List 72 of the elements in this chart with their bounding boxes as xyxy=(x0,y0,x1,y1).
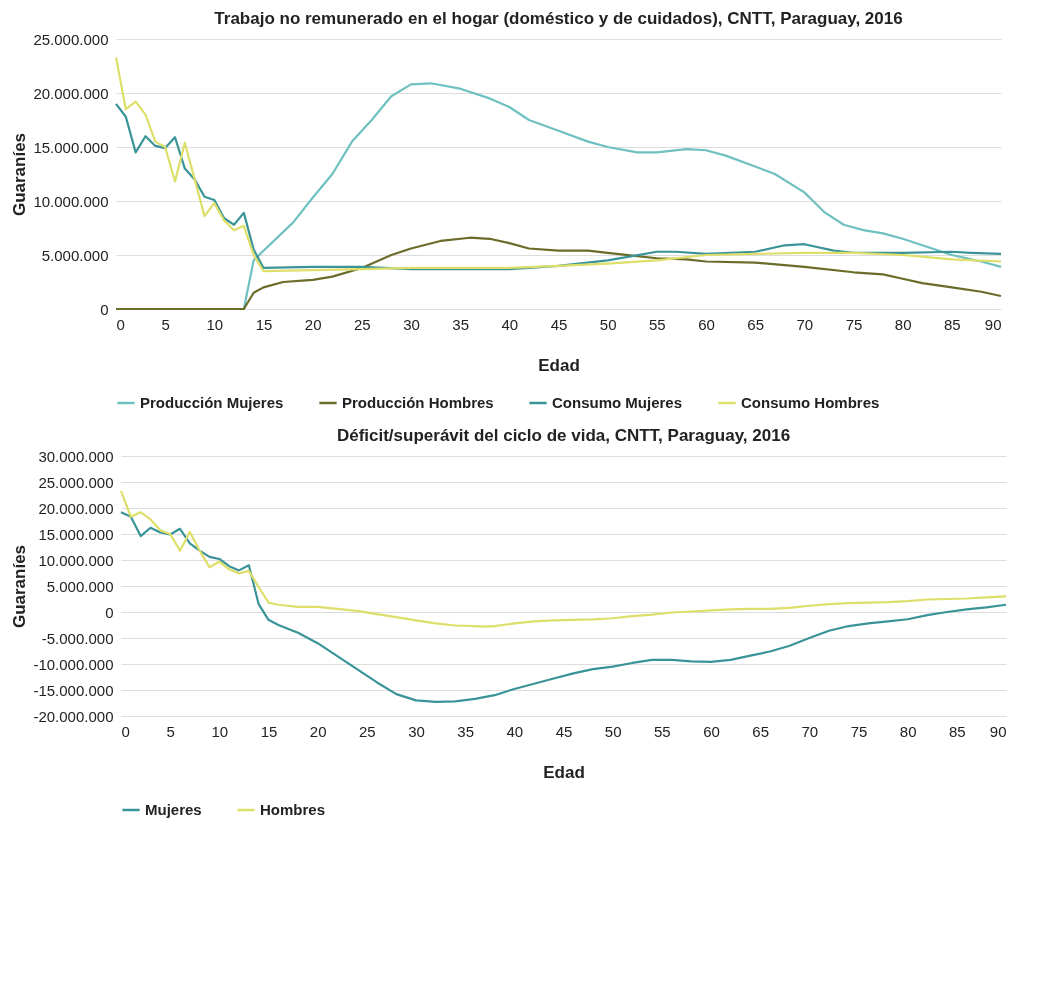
x-tick-label: 80 xyxy=(894,315,912,333)
x-tick-label: 60 xyxy=(703,722,720,740)
x-tick-label: 10 xyxy=(206,315,224,333)
x-tick-label: 35 xyxy=(457,722,475,740)
x-tick-label: 75 xyxy=(850,722,868,740)
x-tick-label: 55 xyxy=(648,315,666,333)
y-tick-label: 15.000.000 xyxy=(38,525,114,543)
y-tick-label: -5.000.000 xyxy=(41,629,114,647)
x-tick-label: 0 xyxy=(116,315,125,333)
x-tick-label: 20 xyxy=(304,315,322,333)
line-series xyxy=(114,56,1003,273)
y-tick-label: 10.000.000 xyxy=(33,192,109,210)
x-tick-label: 60 xyxy=(698,315,715,333)
x-tick-label: 80 xyxy=(899,722,917,740)
y-tick-label: 25.000.000 xyxy=(33,30,109,48)
y-tick-label: 15.000.000 xyxy=(33,138,109,156)
y-tick-label: 10.000.000 xyxy=(38,551,114,569)
y-tick-label: -10.000.000 xyxy=(33,655,114,673)
x-tick-label: 70 xyxy=(796,315,814,333)
legend-label: Mujeres xyxy=(145,801,202,818)
x-axis-title: Edad xyxy=(543,762,585,782)
x-tick-label: 10 xyxy=(211,722,229,740)
x-tick-label: 70 xyxy=(801,722,819,740)
x-tick-label: 0 xyxy=(121,722,130,740)
x-tick-label: 15 xyxy=(255,315,273,333)
x-tick-label: 55 xyxy=(653,722,671,740)
y-tick-label: 20.000.000 xyxy=(38,499,114,517)
x-tick-label: 30 xyxy=(403,315,420,333)
legend-label: Hombres xyxy=(260,801,326,818)
x-tick-label: 50 xyxy=(599,315,617,333)
line-series xyxy=(114,102,1003,271)
y-tick-label: 30.000.000 xyxy=(38,447,114,465)
x-tick-label: 5 xyxy=(166,722,175,740)
x-tick-label: 30 xyxy=(408,722,425,740)
y-tick-label: 0 xyxy=(100,300,109,318)
legend-label: Consumo Mujeres xyxy=(552,394,683,411)
legend-label: Consumo Hombres xyxy=(741,394,880,411)
x-tick-label: 90 xyxy=(989,722,1007,740)
x-tick-label: 90 xyxy=(984,315,1002,333)
x-tick-label: 50 xyxy=(604,722,622,740)
x-tick-label: 85 xyxy=(943,315,961,333)
x-tick-label: 20 xyxy=(309,722,327,740)
x-tick-label: 40 xyxy=(501,315,519,333)
x-tick-label: 75 xyxy=(845,315,863,333)
x-tick-label: 25 xyxy=(358,722,376,740)
x-tick-label: 15 xyxy=(260,722,278,740)
y-tick-label: 20.000.000 xyxy=(33,84,109,102)
y-axis-title: Guaraníes xyxy=(10,132,30,217)
x-tick-label: 5 xyxy=(161,315,170,333)
y-axis-title: Guaraníes xyxy=(10,544,30,629)
legend-label: Producción Mujeres xyxy=(140,394,284,411)
x-tick-label: 40 xyxy=(506,722,524,740)
x-tick-label: 45 xyxy=(555,722,573,740)
line-series xyxy=(119,489,1008,628)
y-tick-label: 5.000.000 xyxy=(46,577,114,595)
y-tick-label: -20.000.000 xyxy=(33,707,114,725)
x-axis-title: Edad xyxy=(538,355,580,375)
chart-title: Déficit/superávit del ciclo de vida, CNTT, Paraguay, 2016 xyxy=(336,426,791,445)
chart-title: Trabajo no remunerado en el hogar (doméstico y de cuidados), CNTT, Paraguay, 2016 xyxy=(214,9,903,28)
x-tick-label: 65 xyxy=(747,315,765,333)
y-tick-label: 5.000.000 xyxy=(41,246,109,264)
x-tick-label: 85 xyxy=(948,722,966,740)
x-tick-label: 65 xyxy=(752,722,770,740)
y-tick-label: 0 xyxy=(105,603,114,621)
x-tick-label: 35 xyxy=(452,315,470,333)
y-tick-label: -15.000.000 xyxy=(33,681,114,699)
x-tick-label: 45 xyxy=(550,315,568,333)
y-tick-label: 25.000.000 xyxy=(38,473,114,491)
line-series xyxy=(114,236,1003,311)
x-tick-label: 25 xyxy=(353,315,371,333)
legend-label: Producción Hombres xyxy=(342,394,494,411)
line-series xyxy=(119,511,1008,704)
